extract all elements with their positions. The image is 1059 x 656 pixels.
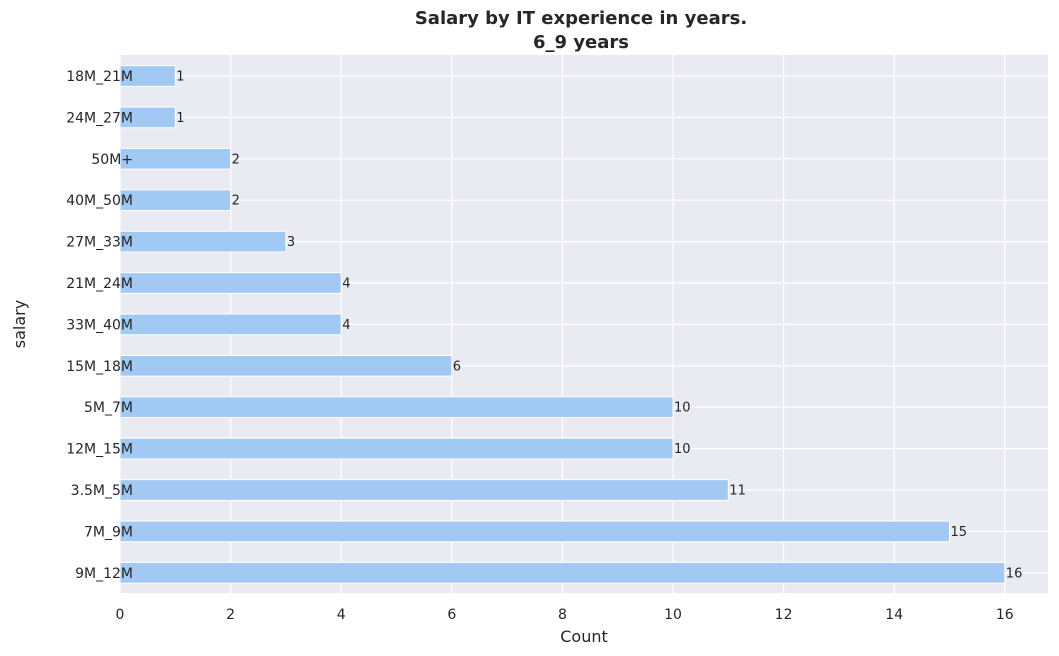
bar [119,354,453,377]
y-tick-label: 12M_15M [66,442,133,458]
y-tick-label: 24M_27M [66,110,133,126]
x-tick-label: 16 [996,607,1014,623]
bar-value-label: 2 [232,194,240,209]
bar [119,230,287,253]
y-tick-labels: 18M_21M 24M_27M 50M+ 40M_50M 27M_33M 21M_24M 3… [66,69,133,582]
bar [119,106,176,129]
bar [119,147,232,170]
bar-value-label: 1 [176,70,184,85]
bar [119,561,1006,584]
y-tick-label: 21M_24M [66,276,133,292]
bar-value-label: 16 [1006,566,1023,581]
y-tick-label: 40M_50M [66,193,133,209]
x-tick-labels: 0 2 4 6 8 10 12 14 16 [116,607,1014,623]
bar [119,479,729,501]
y-tick-label: 3.5M_5M [71,483,133,499]
bar-value-label: 6 [453,359,461,374]
chart-title: Salary by IT experience in years. [415,8,747,29]
x-tick-label: 14 [885,607,903,623]
bar-value-label: 2 [232,152,240,167]
x-tick-label: 12 [775,607,793,623]
bar-value-label: 1 [176,111,184,126]
bar [119,65,176,87]
y-tick-label: 50M+ [91,152,133,168]
chart-subtitle: 6_9 years [533,32,629,53]
bar [119,437,674,460]
x-tick-label: 0 [116,607,125,623]
x-tick-label: 8 [558,607,567,623]
y-tick-label: 5M_7M [84,400,133,416]
bar-value-label: 15 [951,525,968,540]
y-tick-label: 27M_33M [66,235,133,251]
y-tick-label: 33M_40M [66,317,133,333]
bar [119,396,674,419]
y-tick-label: 7M_9M [84,524,133,540]
bar-value-label: 4 [342,318,350,333]
x-tick-label: 10 [664,607,682,623]
bar [119,313,342,336]
x-tick-label: 4 [337,607,346,623]
y-tick-label: 18M_21M [66,69,133,85]
bar [119,520,950,543]
x-axis-label: Count [560,627,608,646]
y-tick-label: 9M_12M [75,566,133,582]
bar [119,272,342,294]
bar-value-label: 4 [342,277,350,292]
x-tick-label: 2 [226,607,235,623]
y-axis-label: salary [10,300,29,348]
bar-value-label: 11 [729,484,746,499]
bar [119,189,232,212]
y-tick-label: 15M_18M [66,359,133,375]
bar-value-label: 10 [674,442,691,457]
bar-value-label: 10 [674,401,691,416]
bars [119,65,1006,584]
bar-value-label: 3 [287,235,295,250]
x-tick-label: 6 [447,607,456,623]
